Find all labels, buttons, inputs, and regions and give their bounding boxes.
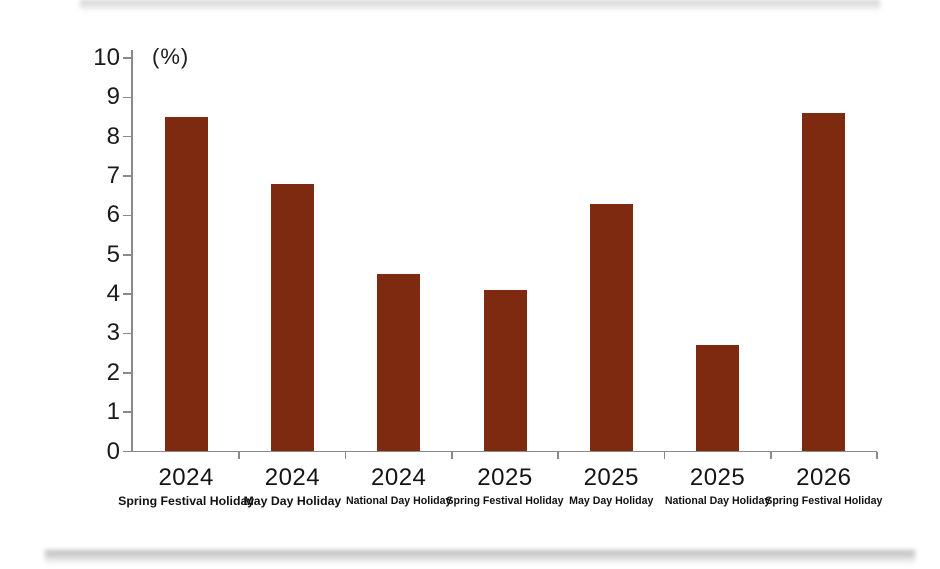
y-tick-label: 2 bbox=[106, 358, 120, 386]
x-category-label: 2025 Spring Festival Holiday bbox=[446, 464, 563, 508]
x-axis-tick bbox=[451, 451, 453, 459]
x-category-holiday: National Day Holiday bbox=[664, 495, 771, 507]
x-category-holiday: Spring Festival Holiday bbox=[765, 495, 883, 507]
x-category-year: 2024 bbox=[158, 464, 214, 491]
x-category-holiday: National Day Holiday bbox=[346, 495, 452, 507]
x-category-holiday: May Day Holiday bbox=[569, 495, 654, 507]
x-category-label: 2024 May Day Holiday bbox=[239, 464, 345, 508]
x-category-label: 2024 National Day Holiday bbox=[346, 464, 452, 508]
bar bbox=[802, 113, 846, 452]
x-category-holiday: Spring Festival Holiday bbox=[118, 494, 255, 508]
bar bbox=[270, 183, 314, 452]
y-tick-label: 3 bbox=[106, 319, 120, 347]
y-axis-tick bbox=[123, 450, 133, 453]
x-category-year: 2026 bbox=[796, 464, 852, 491]
x-category-holiday: May Day Holiday bbox=[243, 494, 342, 508]
x-axis-tick bbox=[876, 451, 878, 459]
y-axis-tick bbox=[123, 293, 133, 295]
y-axis-tick bbox=[123, 57, 133, 59]
bar bbox=[483, 290, 527, 452]
y-tick-label: 4 bbox=[106, 280, 120, 308]
x-category-year: 2024 bbox=[264, 464, 321, 491]
y-tick-label: 10 bbox=[93, 44, 120, 71]
x-category-label: 2024 Spring Festival Holiday bbox=[118, 464, 254, 508]
bar bbox=[164, 117, 208, 452]
bar bbox=[696, 345, 740, 452]
y-axis-unit-label: (%) bbox=[152, 44, 190, 69]
y-axis-tick bbox=[123, 96, 133, 99]
x-category-year: 2025 bbox=[689, 464, 746, 491]
x-category-year: 2024 bbox=[371, 464, 427, 491]
y-tick-label: 8 bbox=[106, 122, 120, 150]
bar bbox=[377, 274, 421, 452]
x-axis-tick bbox=[344, 451, 347, 459]
x-category-year: 2025 bbox=[583, 464, 639, 491]
x-axis-tick bbox=[663, 451, 666, 459]
y-tick-label: 5 bbox=[106, 240, 120, 268]
x-category-label: 2026 Spring Festival Holiday bbox=[765, 464, 882, 508]
x-category-holiday: Spring Festival Holiday bbox=[446, 495, 564, 507]
bar bbox=[589, 203, 633, 452]
x-axis-line bbox=[123, 450, 877, 453]
y-axis-tick bbox=[123, 135, 133, 138]
y-axis-tick bbox=[123, 372, 133, 374]
x-category-label: 2025 May Day Holiday bbox=[558, 464, 664, 508]
x-category-label: 2025 National Day Holiday bbox=[664, 464, 770, 508]
y-axis-tick bbox=[123, 175, 133, 177]
x-axis-tick bbox=[769, 451, 772, 459]
x-axis-tick bbox=[557, 451, 559, 459]
y-axis-tick bbox=[123, 253, 133, 256]
y-tick-label: 7 bbox=[106, 162, 120, 190]
y-axis-tick bbox=[123, 411, 133, 413]
y-tick-label: 0 bbox=[106, 437, 120, 465]
x-category-year: 2025 bbox=[477, 464, 533, 491]
y-tick-label: 1 bbox=[106, 398, 120, 426]
y-tick-label: 6 bbox=[106, 201, 120, 229]
y-tick-label: 9 bbox=[106, 83, 120, 111]
y-axis-tick bbox=[123, 332, 133, 335]
y-axis-tick bbox=[123, 214, 133, 217]
y-axis-line bbox=[131, 50, 133, 452]
x-axis-tick bbox=[238, 451, 241, 459]
